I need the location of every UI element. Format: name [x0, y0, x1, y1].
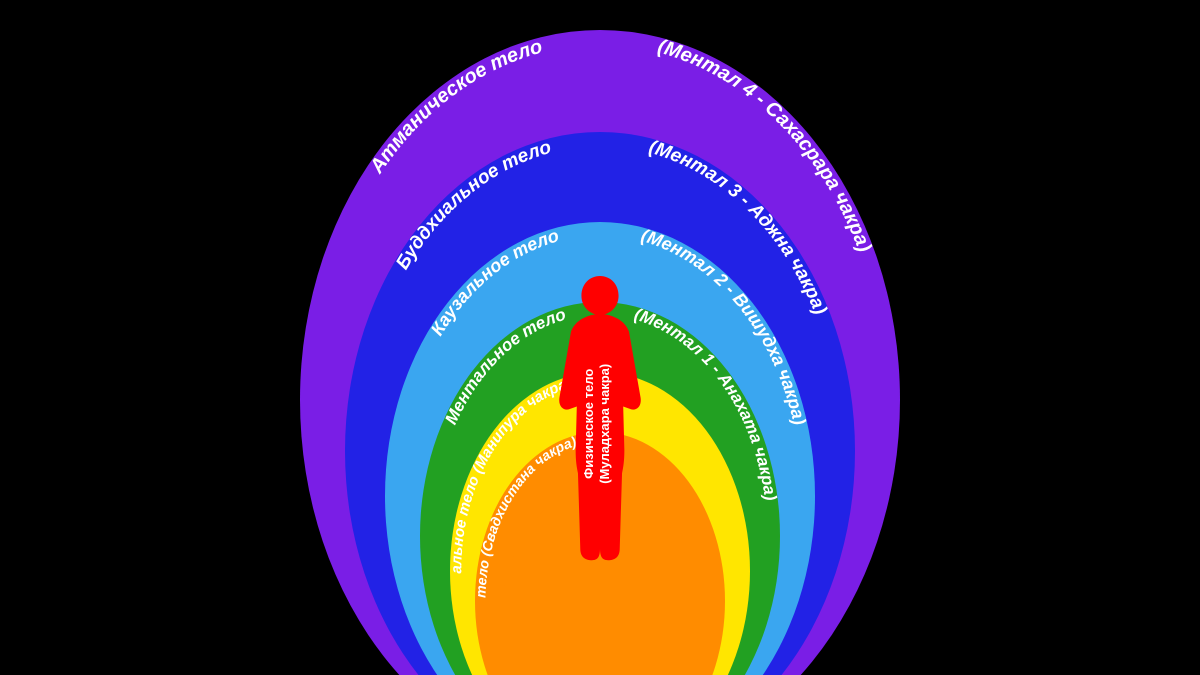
label-physical-line2: (Муладхара чакра): [597, 364, 612, 484]
label-physical-line1: Физическое тело: [581, 369, 596, 479]
aura-diagram: Атманическое тело(Ментал 4 - Сахасрара ч…: [0, 0, 1200, 675]
